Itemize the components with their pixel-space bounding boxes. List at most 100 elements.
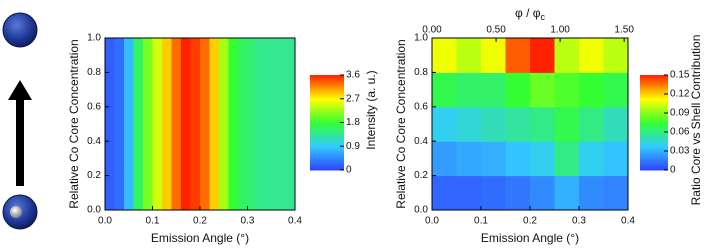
heatmap-cell: [505, 38, 531, 73]
colorbar-tick-label: 0.12: [670, 89, 690, 100]
colorbar-step: [640, 82, 668, 86]
heatmap-cell: [432, 38, 457, 73]
colorbar-step: [640, 92, 668, 96]
heatmap-cell: [481, 106, 506, 142]
x2-tick-label: 1.50: [614, 25, 634, 36]
colorbar-step: [310, 102, 344, 106]
colorbar-step: [640, 100, 668, 104]
y-tick-label: 0.2: [414, 170, 428, 181]
heatmap-cell: [432, 175, 457, 211]
heatmap-cell: [505, 72, 531, 108]
heatmap-cell: [603, 106, 629, 142]
colorbar-step: [640, 114, 668, 118]
colorbar-step: [640, 152, 668, 155]
colorbar-step: [640, 128, 668, 131]
heatmap-cell: [162, 38, 172, 211]
heatmap-cell: [456, 175, 482, 211]
colorbar-step: [640, 102, 668, 106]
colorbar-step: [310, 80, 344, 84]
colorbar-step: [640, 94, 668, 98]
colorbar-label: Ratio Core vs Shell Contribution: [689, 35, 703, 206]
heatmap-cell: [432, 141, 457, 177]
colorbar-step: [640, 136, 668, 139]
colorbar-step: [640, 118, 668, 122]
colorbar-step: [640, 160, 668, 163]
x2-tick-label: 0.50: [486, 25, 506, 36]
colorbar-step: [640, 134, 668, 137]
heatmap-cell: [456, 106, 482, 142]
colorbar-step: [640, 154, 668, 157]
colorbar-step: [310, 110, 344, 114]
x2-tick-label: 0.00: [422, 25, 442, 36]
colorbar-step: [310, 75, 344, 78]
heatmap-cell: [228, 38, 239, 211]
colorbar-step: [640, 78, 668, 82]
heatmap-cell: [266, 38, 277, 211]
x-tick-label: 0.0: [425, 216, 439, 227]
heatmap-cell: [554, 38, 580, 73]
colorbar-tick-label: 0.15: [670, 70, 690, 81]
x-tick-label: 0.4: [621, 216, 635, 227]
colorbar-step: [640, 98, 668, 102]
colorbar-step: [310, 140, 344, 143]
heatmap-cell: [554, 106, 580, 142]
heatmap-cell: [456, 38, 482, 73]
colorbar-step: [310, 126, 344, 129]
colorbar-tick-label: 0.06: [670, 127, 690, 138]
x-tick-label: 0.3: [241, 216, 255, 227]
colorbar-step: [640, 120, 668, 123]
colorbar-step: [640, 108, 668, 112]
core: [10, 206, 22, 218]
colorbar-step: [640, 168, 668, 171]
colorbar-step: [640, 122, 668, 125]
colorbar-step: [640, 166, 668, 169]
heatmap-cell: [603, 175, 629, 211]
colorbar-step: [310, 146, 344, 149]
colorbar-step: [640, 116, 668, 120]
colorbar-step: [310, 112, 344, 116]
colorbar-step: [310, 158, 344, 161]
heatmap-cell: [579, 72, 604, 108]
heatmap-cell: [505, 175, 531, 211]
heatmap-cell: [152, 38, 163, 211]
colorbar-step: [640, 96, 668, 100]
colorbar-step: [640, 138, 668, 141]
colorbar-step: [310, 156, 344, 159]
y-tick-label: 0.4: [414, 136, 428, 147]
colorbar-step: [310, 160, 344, 163]
heatmap-cell: [432, 106, 457, 142]
y-tick-label: 1.0: [414, 33, 428, 44]
heatmap-cell: [238, 38, 248, 211]
heatmap-cell: [257, 38, 267, 211]
colorbar-step: [640, 86, 668, 90]
colorbar-step: [310, 134, 344, 137]
colorbar-tick-label: 0.03: [670, 146, 690, 157]
colorbar-step: [640, 140, 668, 143]
heatmap-cell: [171, 38, 182, 211]
colorbar-tick-label: 0: [346, 165, 352, 176]
y-tick-label: 1.0: [87, 33, 101, 44]
x-tick-label: 0.3: [572, 216, 586, 227]
heatmap-cell: [579, 175, 604, 211]
colorbar-step: [640, 76, 668, 80]
colorbar-step: [310, 138, 344, 141]
heatmap-cell: [247, 38, 258, 211]
colorbar-step: [310, 104, 344, 108]
top-axis-label-main: φ / φ: [515, 6, 541, 20]
heatmap-cell: [579, 106, 604, 142]
colorbar-tick-label: 2.7: [346, 93, 360, 104]
heatmap-cell: [603, 38, 629, 73]
colorbar-step: [310, 88, 344, 92]
heatmap-cell: [481, 38, 506, 73]
colorbar-step: [640, 84, 668, 88]
x-tick-label: 0.4: [288, 216, 302, 227]
heatmap-cell: [114, 38, 125, 211]
colorbar-step: [640, 156, 668, 159]
colorbar-step: [310, 144, 344, 147]
x-tick-label: 0.1: [146, 216, 160, 227]
colorbar-step: [310, 78, 344, 82]
heatmap-cell: [554, 175, 580, 211]
heatmap-cell: [530, 72, 555, 108]
heatmap-cell: [603, 141, 629, 177]
colorbar-step: [310, 152, 344, 155]
